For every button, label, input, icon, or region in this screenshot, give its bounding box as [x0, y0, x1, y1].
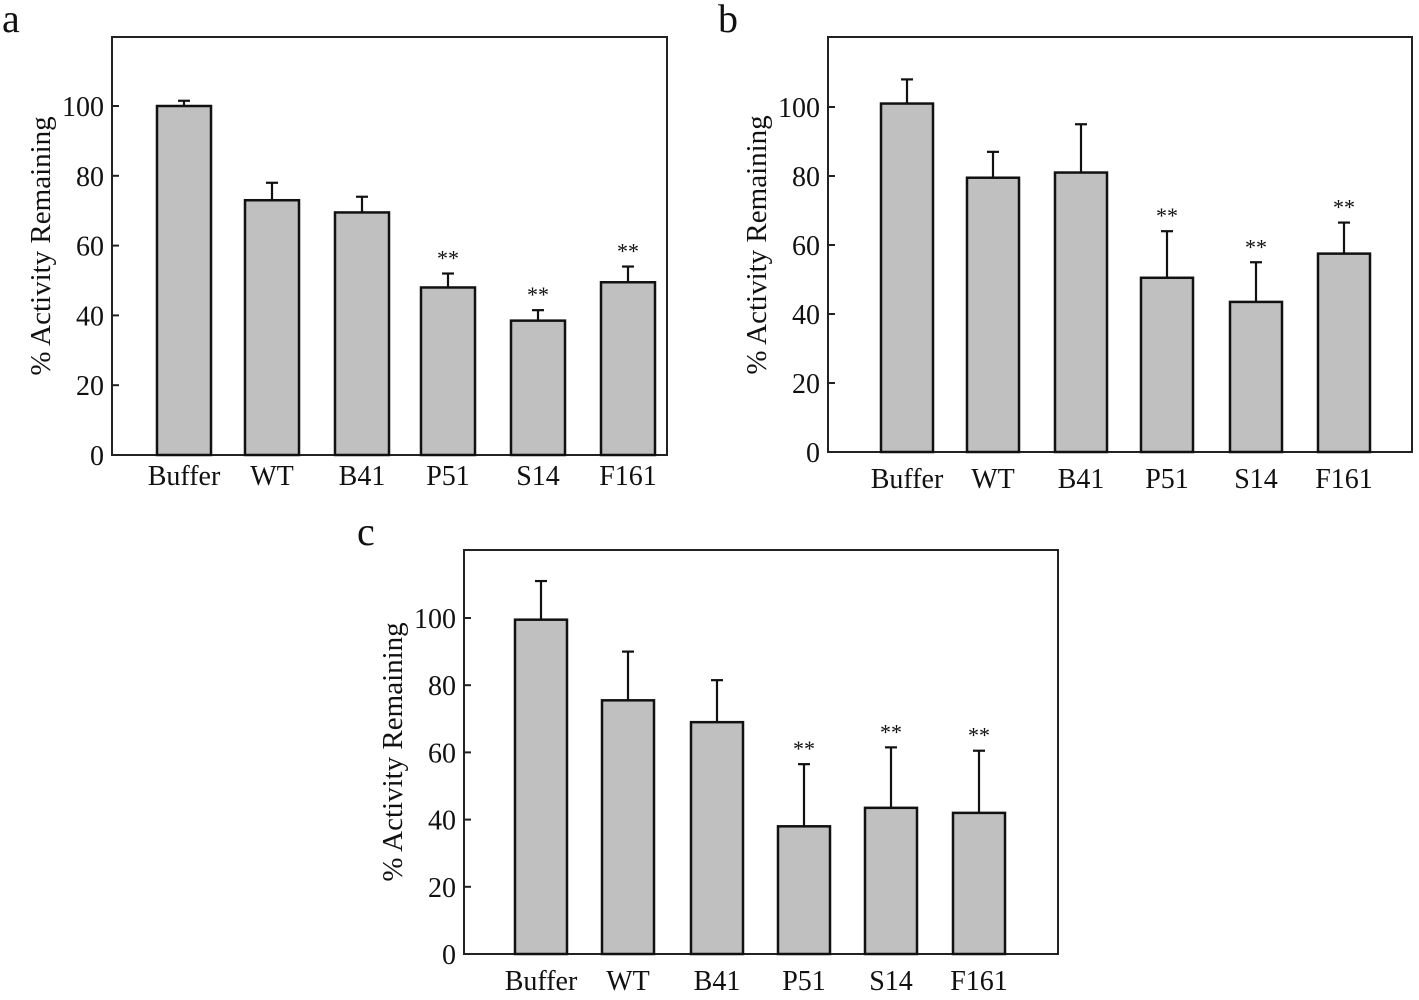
panel-a-letter: a — [2, 0, 20, 41]
panel-b-y-tick-label-60: 60 — [792, 231, 820, 262]
panel-b-category-label-b41: B41 — [1058, 464, 1105, 495]
panel-a-category-label-b41: B41 — [339, 461, 386, 492]
panel-b-y-tick-label-20: 20 — [792, 369, 820, 400]
panel-a-bar-b41 — [333, 211, 391, 457]
panel-a-category-label-wt: WT — [250, 461, 294, 492]
panel-c-y-tick-label-20: 20 — [428, 873, 456, 904]
panel-b-y-tick-label-40: 40 — [792, 300, 820, 331]
panel-b-significance-p51: ** — [1156, 203, 1178, 228]
panel-a-bar-f161 — [599, 280, 657, 457]
panel-a-x-axis: Buffer WT B41 P51 S14 F161 — [148, 461, 657, 492]
panel-c-category-label-wt: WT — [606, 966, 650, 997]
panel-c-y-axis: 0 20 40 60 80 100 — [414, 604, 471, 971]
panel-c-y-tick-label-0: 0 — [442, 940, 456, 971]
panel-c-bars: ** ** ** — [513, 579, 1007, 956]
panel-c-bar-b41 — [689, 720, 745, 956]
panel-c-letter: c — [357, 509, 375, 554]
panel-a-bar-s14 — [509, 319, 567, 457]
panel-b-x-axis: Buffer WT B41 P51 S14 F161 — [871, 464, 1373, 495]
panel-c-x-axis: Buffer WT B41 P51 S14 F161 — [505, 966, 1008, 997]
panel-a-y-tick-label-80: 80 — [76, 162, 104, 193]
panel-b-y-axis-title: % Activity Remaining — [741, 115, 773, 374]
panel-b-significance-f161: ** — [1333, 195, 1355, 220]
panel-a-y-tick-label-100: 100 — [62, 92, 104, 123]
panel-a-y-tick-label-40: 40 — [76, 301, 104, 332]
panel-a-category-label-f161: F161 — [599, 461, 657, 492]
panel-b-bar-wt — [965, 176, 1021, 454]
panel-b: b ** ** ** 0 20 40 60 80 100 Buffer WT B41 P51 S14 F… — [718, 0, 1413, 495]
panel-a-category-label-p51: P51 — [426, 461, 470, 492]
panel-c-bar-buffer — [513, 618, 569, 956]
panel-c-y-axis-title: % Activity Remaining — [377, 622, 409, 881]
panel-c-significance-s14: ** — [880, 719, 902, 744]
panel-b-category-label-s14: S14 — [1234, 464, 1278, 495]
panel-a-bar-wt — [243, 198, 301, 457]
panel-b-bar-p51 — [1139, 276, 1195, 454]
panel-c-bar-s14 — [863, 806, 919, 956]
panel-c-bar-wt — [600, 699, 656, 956]
panel-c: c ** ** ** 0 20 40 60 80 100 Buffer WT B41 P51 S14 F… — [357, 509, 1059, 997]
panel-b-category-label-buffer: Buffer — [871, 464, 944, 495]
panel-b-bar-buffer — [879, 102, 935, 454]
panel-c-category-label-f161: F161 — [950, 966, 1008, 997]
panel-a-y-tick-label-20: 20 — [76, 371, 104, 402]
panel-a-y-axis: 0 20 40 60 80 100 — [62, 92, 119, 472]
panel-a: a ** ** ** 0 20 40 60 80 100 Buffer WT B41 P51 S14 F… — [2, 0, 668, 492]
panel-a-y-tick-label-0: 0 — [90, 441, 104, 472]
panel-b-y-tick-label-80: 80 — [792, 162, 820, 193]
panel-b-category-label-p51: P51 — [1145, 464, 1189, 495]
panel-c-bar-p51 — [776, 825, 832, 956]
panel-c-category-label-p51: P51 — [782, 966, 826, 997]
panel-a-bars: ** ** ** — [155, 99, 657, 457]
panel-b-bar-b41 — [1053, 171, 1109, 454]
panel-b-category-label-wt: WT — [971, 464, 1015, 495]
panel-c-y-tick-label-60: 60 — [428, 738, 456, 769]
panel-a-significance-p51: ** — [437, 246, 459, 271]
panel-a-y-axis-title: % Activity Remaining — [25, 116, 57, 375]
panel-c-category-label-buffer: Buffer — [505, 966, 578, 997]
panel-a-significance-f161: ** — [617, 239, 639, 264]
panel-c-category-label-b41: B41 — [694, 966, 741, 997]
panel-c-significance-f161: ** — [968, 723, 990, 748]
panel-c-bar-f161 — [951, 811, 1007, 956]
panel-a-category-label-s14: S14 — [516, 461, 560, 492]
panel-b-y-tick-label-0: 0 — [806, 438, 820, 469]
panel-b-y-tick-label-100: 100 — [778, 93, 820, 124]
panel-c-y-tick-label-80: 80 — [428, 671, 456, 702]
panel-c-category-label-s14: S14 — [869, 966, 913, 997]
panel-a-bar-buffer — [155, 104, 213, 457]
panel-c-y-tick-label-100: 100 — [414, 604, 456, 635]
panel-b-significance-s14: ** — [1245, 234, 1267, 259]
panel-a-y-tick-label-60: 60 — [76, 232, 104, 263]
panel-a-bar-p51 — [419, 286, 477, 457]
panel-c-y-tick-label-40: 40 — [428, 806, 456, 837]
panel-b-bar-f161 — [1316, 252, 1372, 454]
panel-c-significance-p51: ** — [793, 736, 815, 761]
panel-b-letter: b — [718, 0, 738, 41]
panel-b-bar-s14 — [1228, 300, 1284, 454]
panel-b-y-axis: 0 20 40 60 80 100 — [778, 93, 835, 469]
panel-a-significance-s14: ** — [527, 282, 549, 307]
panel-b-category-label-f161: F161 — [1315, 464, 1373, 495]
panel-a-category-label-buffer: Buffer — [148, 461, 221, 492]
panel-b-bars: ** ** ** — [879, 78, 1372, 454]
